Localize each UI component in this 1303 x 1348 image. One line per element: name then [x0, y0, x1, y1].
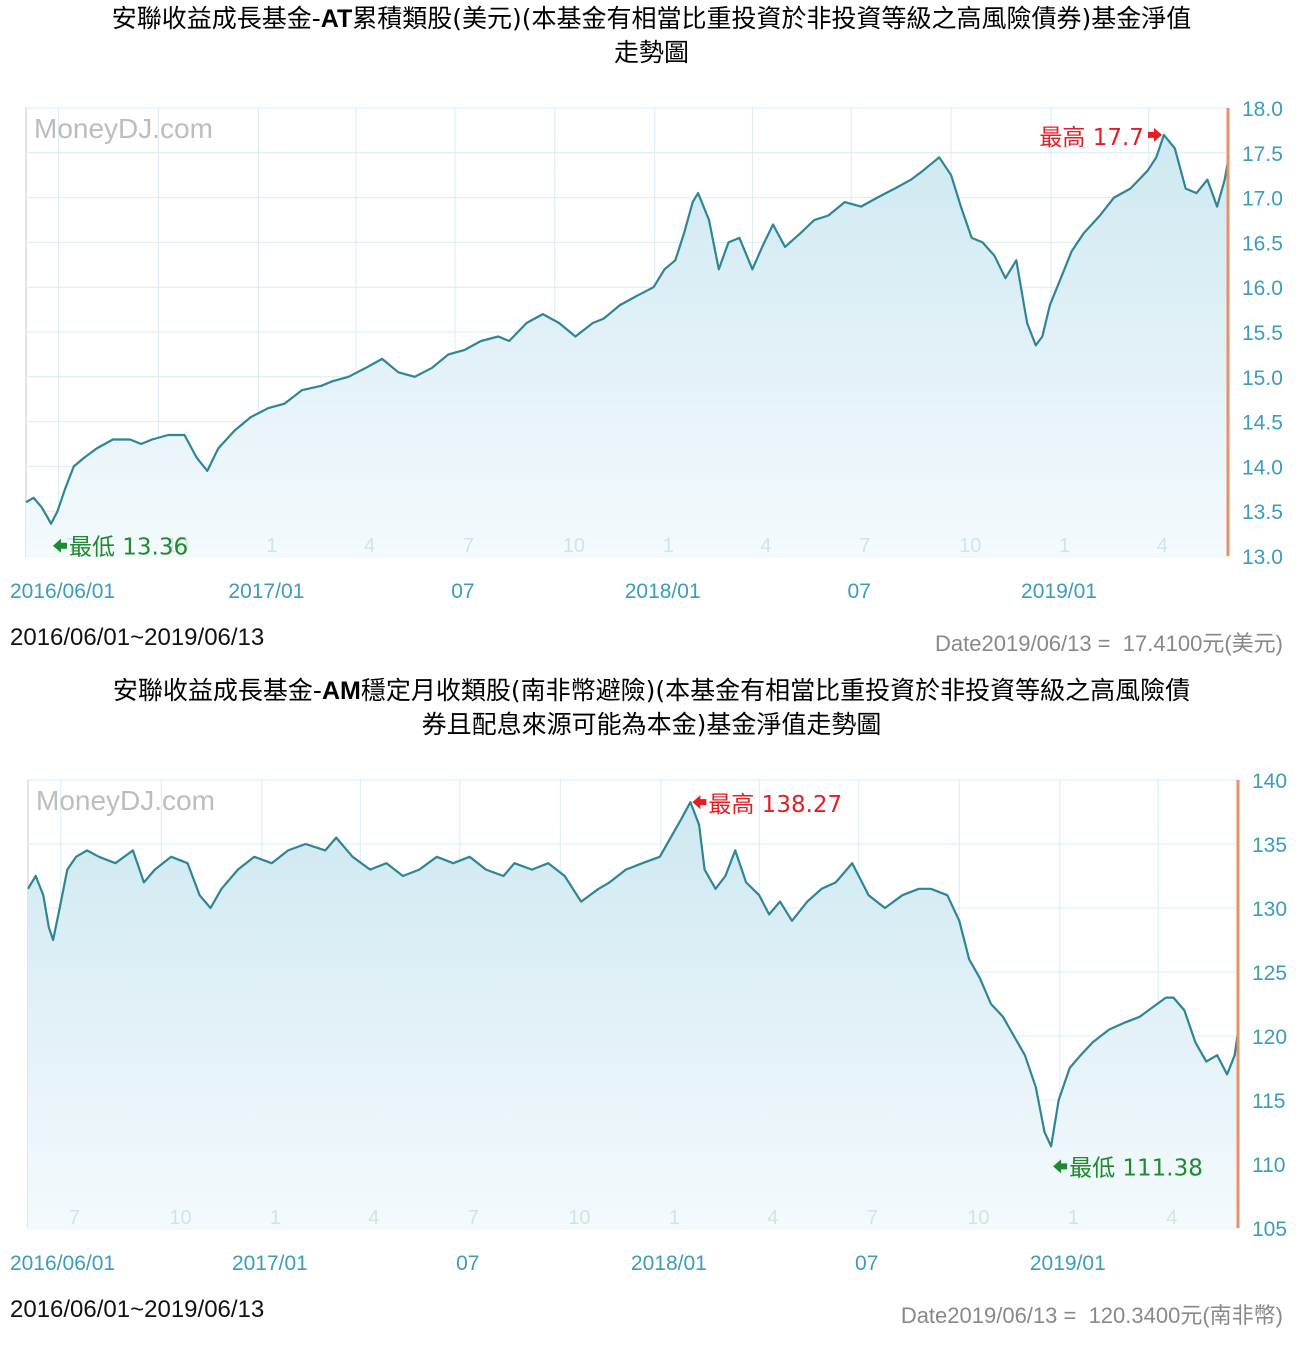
y-tick-label: 115: [1252, 1090, 1285, 1113]
y-tick-label: 140: [1252, 770, 1287, 793]
y-tick-label: 16.0: [1242, 277, 1283, 300]
y-tick-label: 135: [1252, 834, 1287, 857]
month-tick-label: 7: [67, 535, 78, 557]
latest-nav: Date2019/06/13 = 120.3400元(南非幣): [901, 1298, 1283, 1330]
y-tick-label: 15.0: [1242, 367, 1283, 390]
y-tick-label: 17.5: [1242, 143, 1283, 166]
month-tick-label: 1: [266, 535, 277, 557]
month-tick-label: 10: [563, 535, 585, 557]
title-part-4: 券且配息來源可能為本金)基金淨值走勢圖: [421, 710, 882, 739]
latest-nav: Date2019/06/13 = 17.4100元(美元): [935, 626, 1283, 658]
nav-series-line: [27, 801, 1240, 1148]
watermark: MoneyDJ.com: [36, 785, 215, 816]
chart-panel-am: 安聯收益成長基金-AM穩定月收類股(南非幣避險)(本基金有相當比重投資於非投資等…: [0, 672, 1303, 1348]
y-tick-label: 120: [1252, 1026, 1287, 1049]
month-tick-label: 7: [867, 1207, 878, 1229]
y-tick-label: 17.0: [1242, 188, 1283, 211]
y-tick-label: 18.0: [1242, 98, 1283, 121]
month-tick-label: 1: [669, 1207, 680, 1229]
low-label: 最低 13.36: [69, 535, 188, 561]
x-tick-label: 2016/06/01: [10, 1252, 115, 1275]
month-tick-label: 10: [568, 1207, 590, 1229]
month-tick-label: 4: [364, 535, 375, 557]
month-tick-label: 1: [1068, 1207, 1079, 1229]
low-marker: 最低 111.38: [1053, 1155, 1203, 1181]
x-tick-label: 2019/01: [1030, 1252, 1106, 1275]
x-tick-label: 07: [855, 1252, 878, 1275]
latest-nav-text: Date2019/06/13 = 120.3400元(南非幣): [900, 1303, 1283, 1328]
x-tick-label: 2018/01: [625, 580, 701, 603]
x-tick-label: 07: [848, 580, 871, 603]
month-tick-label: 4: [368, 1207, 379, 1229]
y-tick-label: 14.0: [1242, 456, 1283, 479]
high-marker: 最高 138.27: [692, 792, 842, 818]
title-part-3: 累積類股(美元)(本基金有相當比重投資於非投資等級之高風險債券)基金淨值: [352, 4, 1192, 33]
nav-line-chart: MoneyDJ.com 7 10 1 4 7 10 1 4 7 10 1 4 140 135 130 125 12…: [10, 770, 1287, 1275]
month-tick-label: 10: [166, 535, 188, 557]
month-tick-label: 10: [967, 1207, 989, 1229]
high-label: 最高 138.27: [708, 792, 842, 818]
y-tick-label: 14.5: [1242, 412, 1283, 435]
nav-area: [28, 802, 1238, 1228]
latest-nav-text: Date2019/06/13 = 17.4100元(美元): [935, 631, 1283, 656]
low-label: 最低 111.38: [1069, 1155, 1203, 1181]
month-tick-label: 1: [1059, 535, 1070, 557]
y-tick-label: 110: [1252, 1154, 1285, 1177]
high-marker: 最高 17.7: [1039, 125, 1162, 151]
y-tick-label: 16.5: [1242, 232, 1283, 255]
month-tick-label: 1: [663, 535, 674, 557]
title-part-4: 走勢圖: [613, 38, 689, 67]
y-tick-label: 130: [1252, 898, 1287, 921]
nav-line-chart: MoneyDJ.com 7 10 1 4 7 10 1 4 7 10 1 4 18.0 17.5 17.0 16…: [10, 98, 1283, 603]
month-tick-label: 4: [1166, 1207, 1177, 1229]
month-tick-label: 1: [270, 1207, 281, 1229]
month-tick-label: 7: [468, 1207, 479, 1229]
y-tick-label: 125: [1252, 962, 1287, 985]
x-tick-label: 07: [456, 1252, 479, 1275]
x-tick-label: 2017/01: [232, 1252, 308, 1275]
nav-series-line: [25, 133, 1230, 525]
month-tick-label: 4: [767, 1207, 778, 1229]
chart-panel-at: 安聯收益成長基金-AT累積類股(美元)(本基金有相當比重投資於非投資等級之高風險…: [0, 0, 1303, 672]
x-tick-label: 07: [451, 580, 474, 603]
x-tick-label: 2017/01: [228, 580, 304, 603]
date-range: 2016/06/01~2019/06/13: [10, 1296, 265, 1323]
chart-title: 安聯收益成長基金-AT累積類股(美元)(本基金有相當比重投資於非投資等級之高風險…: [0, 2, 1303, 70]
month-tick-label: 7: [69, 1207, 80, 1229]
month-tick-label: 4: [1157, 535, 1168, 557]
title-part-2: AM: [321, 677, 361, 705]
watermark: MoneyDJ.com: [34, 113, 213, 144]
y-tick-label: 15.5: [1242, 322, 1283, 345]
y-tick-label: 105: [1252, 1218, 1287, 1241]
title-part-1: 安聯收益成長基金-: [112, 676, 322, 705]
x-tick-label: 2019/01: [1021, 580, 1097, 603]
title-part-1: 安聯收益成長基金-: [111, 4, 321, 33]
title-part-3: 穩定月收類股(南非幣避險)(本基金有相當比重投資於非投資等級之高風險債: [360, 676, 1191, 705]
x-tick-label: 2018/01: [631, 1252, 707, 1275]
y-tick-label: 13.0: [1242, 546, 1283, 569]
month-tick-label: 4: [760, 535, 771, 557]
x-tick-label: 2016/06/01: [10, 580, 115, 603]
chart-title: 安聯收益成長基金-AM穩定月收類股(南非幣避險)(本基金有相當比重投資於非投資等…: [0, 674, 1303, 742]
nav-area: [26, 134, 1228, 556]
low-marker: 最低 13.36: [52, 535, 188, 561]
month-tick-label: 10: [959, 535, 981, 557]
high-label: 最高 17.7: [1039, 125, 1144, 151]
title-part-2: AT: [320, 5, 353, 33]
month-tick-label: 7: [463, 535, 474, 557]
y-tick-label: 13.5: [1242, 501, 1283, 524]
month-tick-label: 10: [169, 1207, 191, 1229]
month-tick-label: 7: [859, 535, 870, 557]
date-range: 2016/06/01~2019/06/13: [10, 624, 265, 651]
